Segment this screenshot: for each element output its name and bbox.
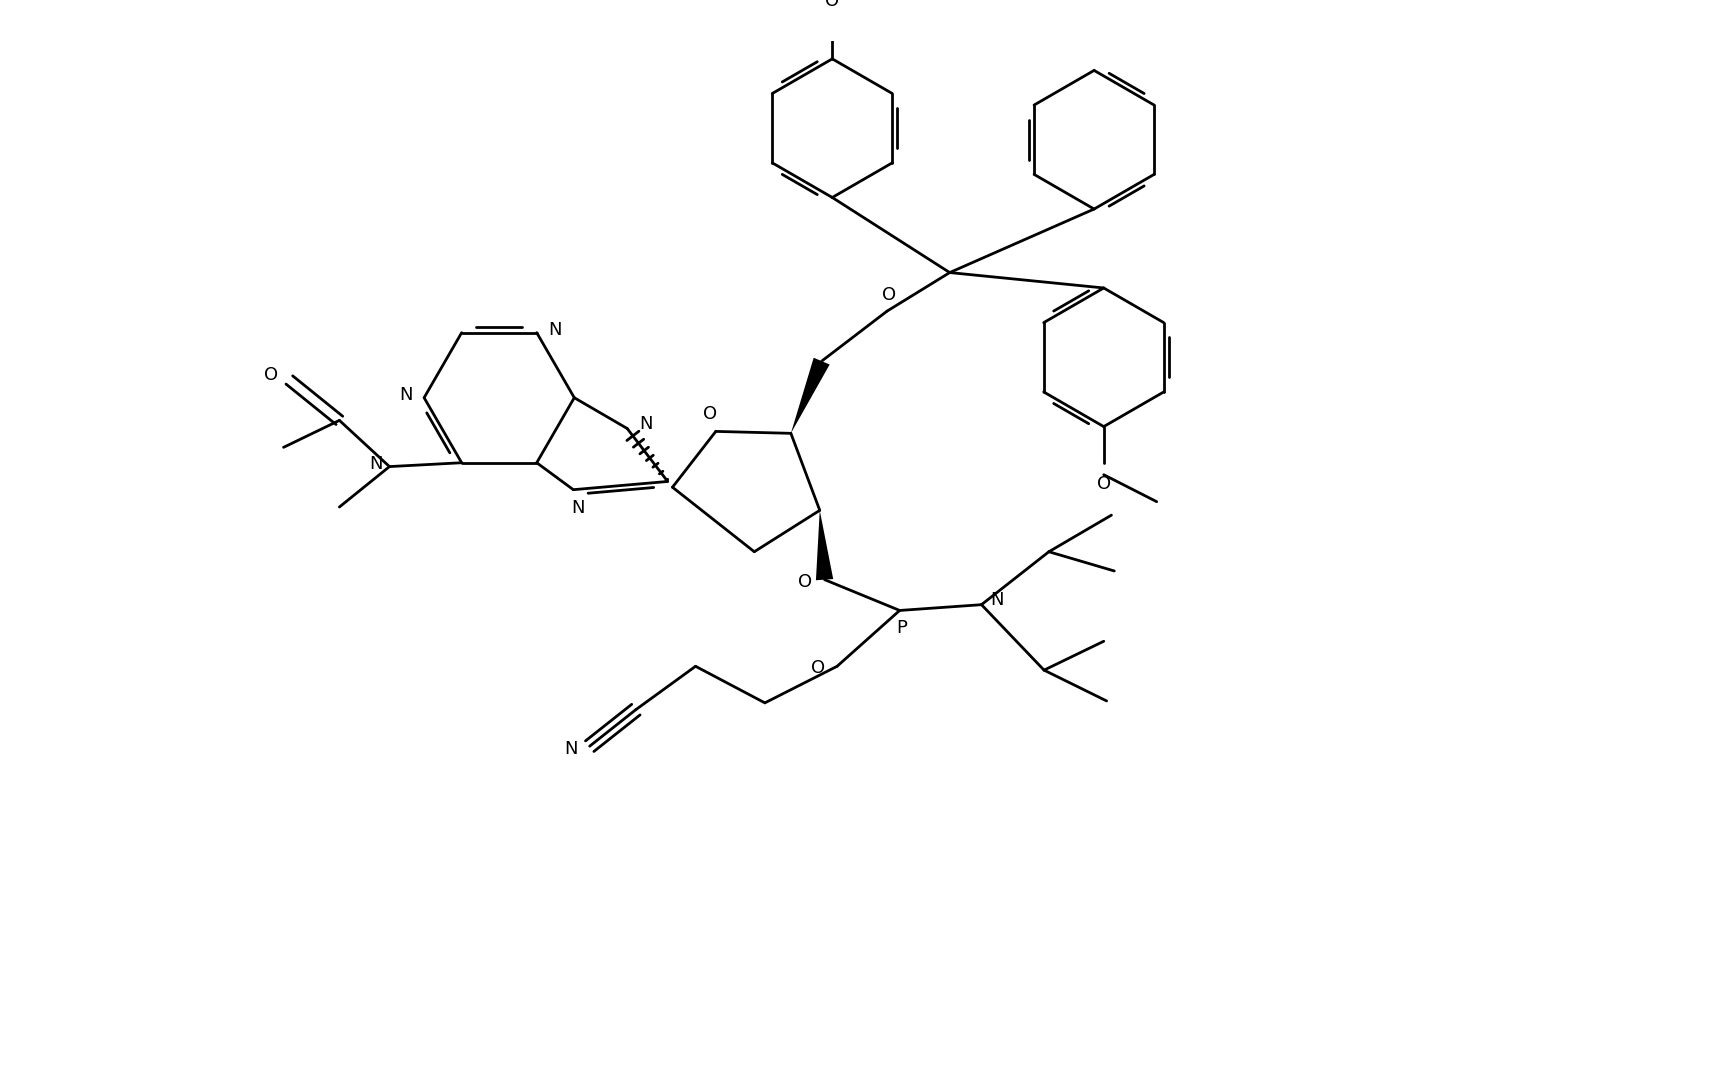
Polygon shape: [817, 510, 834, 580]
Text: O: O: [882, 286, 896, 304]
Text: O: O: [1097, 476, 1111, 493]
Text: O: O: [265, 366, 279, 384]
Text: N: N: [368, 455, 382, 472]
Text: P: P: [896, 619, 907, 636]
Text: O: O: [811, 659, 825, 678]
Text: N: N: [990, 591, 1003, 609]
Text: O: O: [798, 572, 813, 591]
Text: O: O: [702, 405, 716, 424]
Text: O: O: [825, 0, 839, 10]
Text: N: N: [571, 498, 585, 517]
Polygon shape: [791, 357, 830, 433]
Text: N: N: [564, 740, 578, 758]
Text: N: N: [638, 415, 652, 432]
Text: N: N: [400, 386, 412, 404]
Text: N: N: [548, 320, 562, 339]
